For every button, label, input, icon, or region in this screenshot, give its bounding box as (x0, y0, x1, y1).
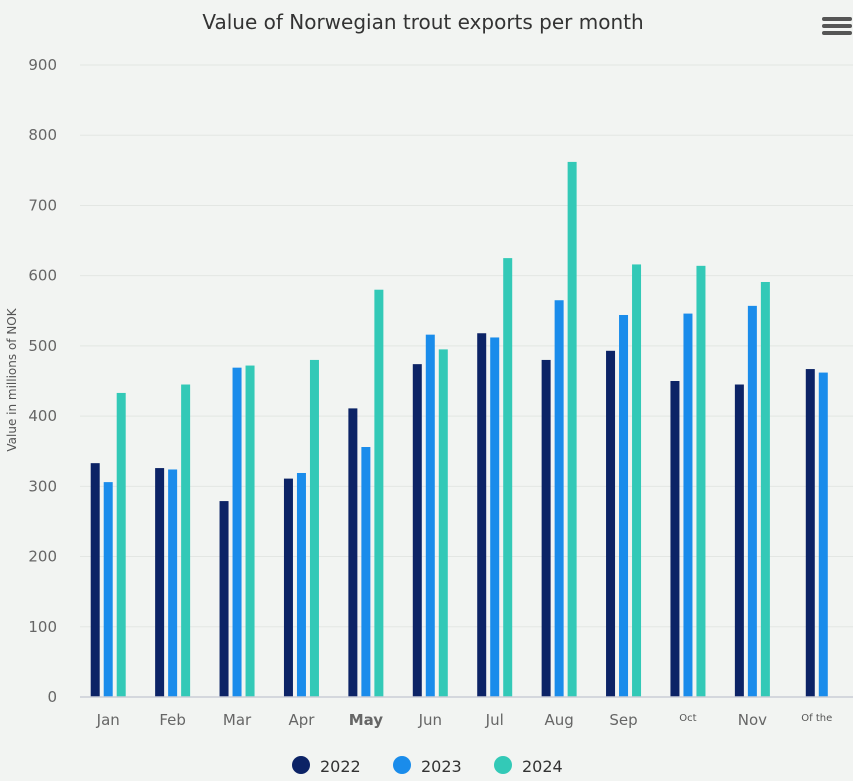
x-tick-label: Jul (485, 711, 504, 729)
legend-label: 2024 (522, 757, 563, 776)
bar-2022-feb[interactable] (155, 468, 165, 697)
x-tick-label: Jun (418, 711, 442, 729)
x-tick-label: Feb (159, 711, 186, 729)
legend-label: 2023 (421, 757, 462, 776)
legend-marker (494, 756, 512, 774)
x-tick-label: Mar (223, 711, 252, 729)
chart-title: Value of Norwegian trout exports per mon… (202, 10, 643, 34)
menu-line (822, 31, 852, 35)
hamburger-menu-icon[interactable] (822, 14, 852, 40)
x-tick-label: Nov (738, 711, 767, 729)
bar-2023-apr[interactable] (296, 472, 306, 697)
y-tick-label: 800 (28, 126, 57, 144)
bar-2022-nov[interactable] (734, 384, 744, 697)
x-tick-label: Of the (801, 713, 832, 724)
bar-2023-sep[interactable] (619, 314, 629, 697)
legend[interactable]: 2022 2023 2024 (292, 756, 563, 776)
x-tick-label: Apr (288, 711, 315, 729)
bar-2023-aug[interactable] (554, 300, 564, 697)
bar-2022-sep[interactable] (606, 350, 616, 697)
bar-2022-jun[interactable] (412, 364, 422, 697)
legend-label: 2022 (320, 757, 361, 776)
bar-2022-of-the[interactable] (805, 369, 815, 697)
y-tick-label: 400 (28, 407, 57, 425)
bar-2023-of-the[interactable] (818, 372, 828, 697)
bar-2022-apr[interactable] (283, 478, 293, 697)
bar-2023-jan[interactable] (103, 482, 113, 697)
bar-2024-nov[interactable] (760, 281, 770, 697)
bar-2022-may[interactable] (348, 408, 358, 697)
legend-item-2024[interactable]: 2024 (494, 756, 563, 776)
bar-2024-jun[interactable] (438, 349, 448, 697)
bar-2024-sep[interactable] (632, 264, 642, 697)
y-tick-label: 300 (28, 477, 57, 495)
bar-2023-jul[interactable] (490, 337, 500, 697)
x-tick-label: May (349, 711, 384, 729)
legend-item-2023[interactable]: 2023 (393, 756, 462, 776)
y-tick-label: 600 (28, 267, 57, 285)
legend-item-2022[interactable]: 2022 (292, 756, 361, 776)
y-tick-label: 500 (28, 337, 57, 355)
bar-2023-may[interactable] (361, 447, 371, 697)
menu-line (822, 24, 852, 28)
y-tick-label: 900 (28, 56, 57, 74)
grid-lines (80, 64, 853, 628)
bar-2024-aug[interactable] (567, 161, 577, 697)
legend-marker (393, 756, 411, 774)
legend-marker (292, 756, 310, 774)
y-axis-ticks: 0 100 200 300 400 500 600 700 800 900 (28, 56, 57, 706)
bar-2024-apr[interactable] (309, 359, 319, 697)
x-tick-label: Aug (544, 711, 573, 729)
y-axis-label: Value in millions of NOK (5, 307, 19, 451)
menu-line (822, 17, 852, 21)
bar-2024-may[interactable] (374, 289, 384, 697)
bar-2024-oct[interactable] (696, 265, 706, 697)
y-tick-label: 100 (28, 618, 57, 636)
bar-2024-feb[interactable] (181, 384, 191, 697)
bar-2022-jul[interactable] (477, 333, 487, 697)
bar-2023-mar[interactable] (232, 367, 242, 697)
bar-2024-jul[interactable] (503, 258, 513, 697)
x-tick-label: Sep (609, 711, 637, 729)
bar-2022-mar[interactable] (219, 501, 229, 697)
y-tick-label: 700 (28, 196, 57, 214)
bar-2022-oct[interactable] (670, 381, 680, 697)
bar-2023-feb[interactable] (168, 469, 178, 697)
bar-2024-mar[interactable] (245, 365, 255, 697)
bar-2023-oct[interactable] (683, 313, 693, 697)
x-tick-label: Oct (679, 713, 696, 724)
y-tick-label: 200 (28, 548, 57, 566)
x-axis-ticks: Jan Feb Mar Apr May Jun Jul Aug Sep Oct Nov Of the (96, 711, 833, 729)
bar-2022-jan[interactable] (90, 463, 100, 697)
bar-2023-nov[interactable] (747, 305, 757, 697)
bar-2022-aug[interactable] (541, 359, 551, 697)
x-tick-label: Jan (96, 711, 120, 729)
y-tick-label: 0 (47, 688, 57, 706)
bar-2024-jan[interactable] (116, 392, 126, 697)
bar-2023-jun[interactable] (425, 334, 435, 697)
bars[interactable] (90, 161, 828, 697)
